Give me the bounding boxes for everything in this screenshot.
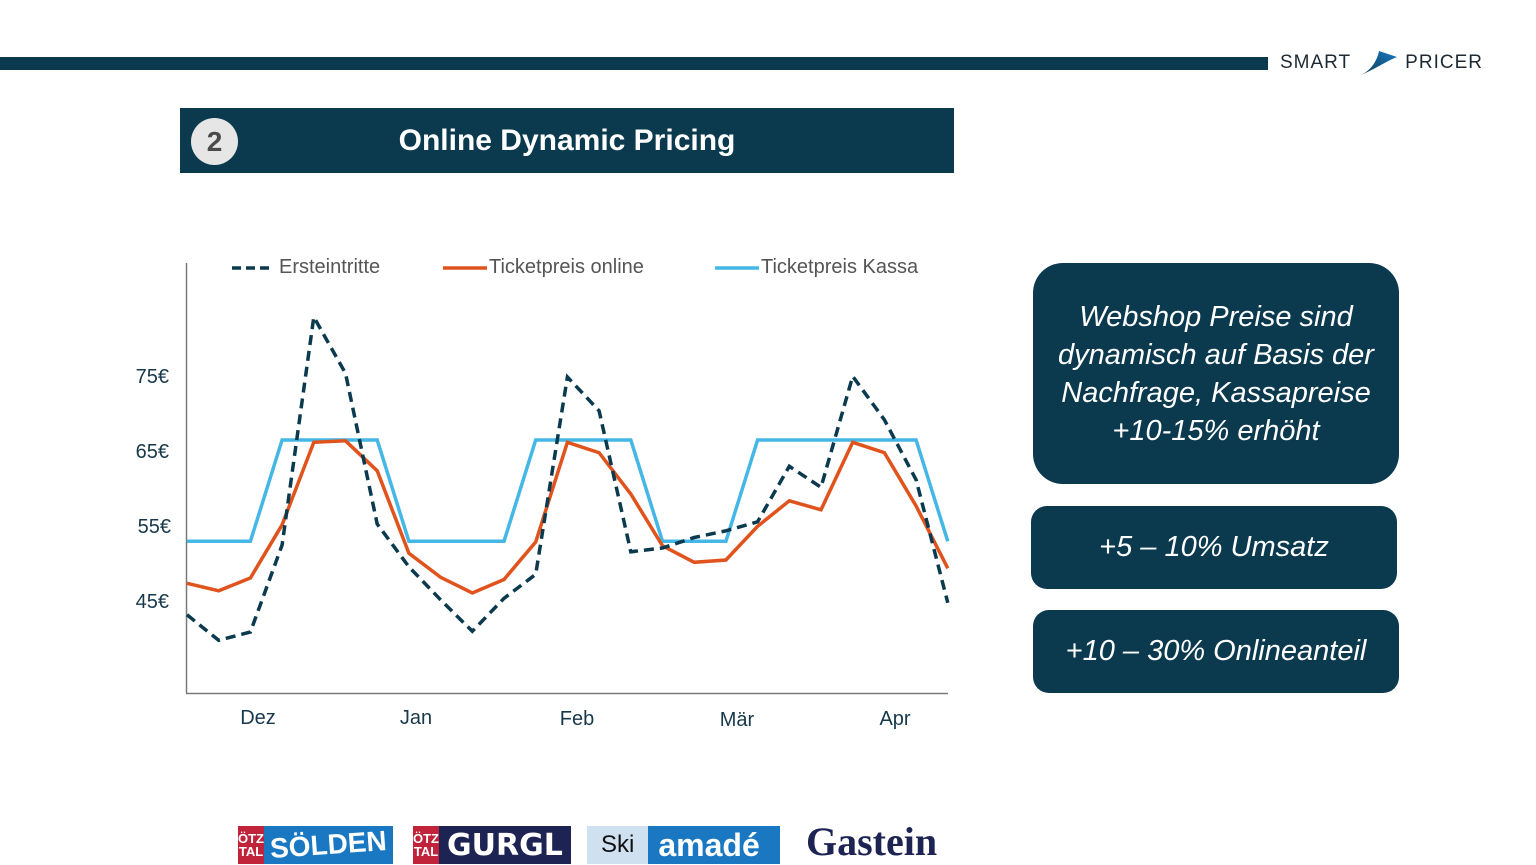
brand-left: SMART bbox=[1280, 52, 1352, 73]
amade-wordmark: amadé bbox=[648, 826, 780, 864]
oetztal-badge: ÖTZ TAL bbox=[413, 826, 439, 864]
orange-line-icon bbox=[443, 265, 487, 270]
series-ersteintritte bbox=[185, 311, 950, 643]
series-ticketpreis-online bbox=[186, 439, 950, 595]
soelden-wordmark: SÖLDEN bbox=[264, 825, 393, 864]
x-tick-feb: Feb bbox=[559, 708, 595, 730]
logo-soelden: ÖTZ TAL SÖLDEN bbox=[238, 825, 393, 864]
dashed-line-icon bbox=[232, 265, 274, 270]
section-header bbox=[180, 108, 954, 173]
legend-item-ersteintritte: Ersteintritte bbox=[232, 256, 380, 279]
oetztal-badge: ÖTZ TAL bbox=[238, 826, 264, 864]
callout-revenue: +5 – 10% Umsatz bbox=[1031, 506, 1397, 589]
section-number-badge: 2 bbox=[191, 118, 238, 165]
swoosh-icon bbox=[1359, 51, 1398, 76]
logo-gastein: Gastein bbox=[806, 818, 946, 864]
callout-online-share: +10 – 30% Onlineanteil bbox=[1033, 610, 1399, 693]
y-tick-65: 65€ bbox=[135, 441, 169, 463]
x-tick-jan: Jan bbox=[399, 707, 433, 729]
y-tick-75: 75€ bbox=[135, 366, 169, 388]
legend-item-ticketpreis-online: Ticketpreis online bbox=[443, 256, 644, 279]
legend-item-ticketpreis-kassa: Ticketpreis Kassa bbox=[715, 256, 918, 279]
logo-gurgl: ÖTZ TAL GURGL bbox=[413, 826, 571, 864]
chart-axes bbox=[185, 263, 948, 695]
smart-pricer-logo: SMART PRICER bbox=[1280, 48, 1483, 78]
blue-line-icon bbox=[715, 265, 759, 270]
logo-ski-amade: Ski amadé bbox=[587, 826, 780, 864]
page-title: Online Dynamic Pricing bbox=[398, 123, 736, 157]
gastein-wordmark: Gastein bbox=[806, 818, 938, 864]
top-accent-bar bbox=[0, 57, 1268, 70]
ski-label: Ski bbox=[587, 826, 649, 864]
callout-webshop-prices: Webshop Preise sind dynamisch auf Basis … bbox=[1033, 263, 1399, 484]
series-ticketpreis-kassa bbox=[187, 438, 950, 544]
x-tick-dez: Dez bbox=[240, 707, 276, 729]
gurgl-wordmark: GURGL bbox=[439, 826, 571, 864]
y-tick-55: 55€ bbox=[137, 516, 171, 538]
brand-right: PRICER bbox=[1405, 52, 1483, 73]
x-tick-apr: Apr bbox=[879, 708, 911, 730]
y-tick-45: 45€ bbox=[135, 591, 169, 613]
x-tick-maer: Mär bbox=[719, 709, 755, 731]
line-chart bbox=[185, 263, 950, 695]
